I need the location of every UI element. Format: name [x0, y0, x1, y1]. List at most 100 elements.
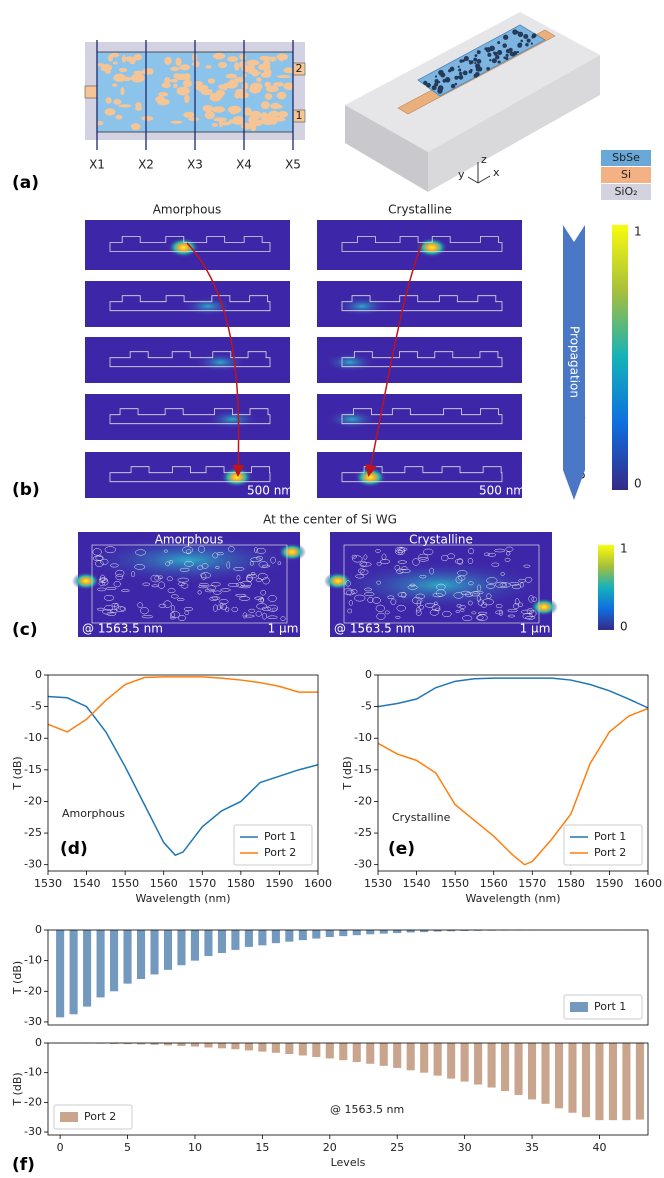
pattern-dot: [493, 51, 496, 55]
pattern-outline: [267, 604, 279, 612]
bar: [501, 1043, 510, 1092]
si-blob: [283, 82, 295, 91]
pattern-outline: [432, 592, 443, 598]
si-blob: [249, 110, 262, 120]
pattern-outline: [354, 594, 366, 602]
pattern-dot: [502, 43, 507, 48]
bar: [514, 1043, 523, 1095]
pattern-outline: [494, 548, 506, 553]
pattern-dot: [503, 56, 506, 60]
y-tick-label: -20: [354, 794, 372, 807]
pattern-outline: [169, 559, 173, 564]
panel-label: (e): [388, 839, 415, 859]
si-blob: [231, 120, 245, 125]
bar: [528, 1043, 537, 1100]
pattern-outline: [495, 603, 503, 609]
bar: [271, 1043, 280, 1053]
si-blob: [242, 82, 249, 90]
pattern-outline: [97, 587, 107, 592]
bar: [56, 930, 65, 1018]
si-blob: [133, 70, 146, 75]
field-glow: [72, 572, 100, 590]
material-swatch: [601, 167, 651, 183]
y-tick-label: -5: [361, 700, 372, 713]
pattern-dot: [523, 34, 529, 40]
line-series: [377, 707, 649, 866]
si-blob: [173, 83, 178, 89]
x-axis-label: Wavelength (nm): [135, 892, 230, 905]
pattern-outline: [209, 596, 219, 601]
waveguide-outline: [109, 236, 271, 252]
panel-label: (a): [12, 173, 39, 193]
pattern-outline: [250, 572, 256, 576]
pattern-outline: [260, 589, 267, 596]
bar: [541, 1043, 550, 1104]
pattern-outline: [499, 609, 503, 616]
pattern-outline: [260, 597, 265, 603]
pattern-dot: [458, 74, 464, 80]
x-tick-label: 1550: [111, 877, 139, 890]
bar: [190, 930, 200, 961]
pattern-outline: [518, 602, 523, 607]
scale-bar: 1 µm: [268, 622, 299, 636]
pattern-outline: [111, 603, 119, 607]
bar: [150, 1043, 159, 1045]
pattern-outline: [394, 564, 401, 571]
pattern-outline: [211, 596, 220, 600]
pattern-outline: [459, 605, 466, 609]
panel-label: (b): [12, 480, 40, 500]
y-tick-label: -20: [24, 984, 42, 997]
pattern-outline: [197, 590, 202, 595]
si-blob: [107, 54, 113, 62]
pattern-outline: [140, 607, 149, 615]
pattern-dot: [458, 71, 463, 76]
si-blob: [218, 84, 228, 90]
si-blob: [170, 66, 181, 72]
pattern-outline: [165, 561, 170, 567]
field-map: [85, 452, 290, 498]
y-tick-label: -20: [24, 794, 42, 807]
axis-y: [467, 176, 479, 184]
si-blob: [234, 92, 241, 99]
pattern-dot: [440, 72, 446, 78]
bar: [136, 1043, 146, 1045]
si-blob: [225, 73, 237, 79]
si-blob: [276, 91, 287, 100]
si-blob: [230, 109, 238, 115]
si-blob: [234, 62, 240, 71]
colorbar-label: 0: [620, 620, 628, 634]
field-glow: [78, 535, 298, 585]
pattern-outline: [158, 575, 163, 580]
si-blob: [179, 64, 191, 71]
pattern-outline: [467, 600, 473, 606]
si-blob: [250, 122, 257, 132]
pattern-outline: [280, 616, 286, 621]
pattern-outline: [376, 580, 381, 585]
bar: [568, 1043, 577, 1113]
x-tick-label: 1550: [441, 877, 469, 890]
x-tick-label: 1600: [304, 877, 332, 890]
bar: [433, 1043, 442, 1076]
pattern-outline: [256, 603, 268, 610]
port-label: 1: [296, 109, 303, 122]
pattern-outline: [277, 561, 282, 565]
pattern-outline: [525, 616, 536, 620]
pattern-outline: [250, 557, 262, 562]
pattern-outline: [261, 612, 268, 620]
legend-box: [53, 1104, 133, 1130]
si-blob: [142, 68, 153, 75]
pattern-outline: [495, 610, 503, 615]
pattern-outline: [505, 546, 514, 552]
x-tick-label: 0: [57, 1141, 64, 1154]
pattern-outline: [141, 615, 154, 619]
panel-label: (c): [12, 620, 38, 640]
pattern-outline: [151, 584, 159, 588]
pattern-dot: [510, 51, 516, 57]
pattern-dot: [437, 81, 441, 84]
colorbar-label: 1: [620, 542, 628, 556]
pattern-outline: [233, 567, 245, 571]
pattern-outline: [477, 615, 484, 620]
pattern-outline: [213, 604, 218, 612]
si-blob: [272, 82, 285, 87]
y-tick-label: -30: [24, 1015, 42, 1028]
